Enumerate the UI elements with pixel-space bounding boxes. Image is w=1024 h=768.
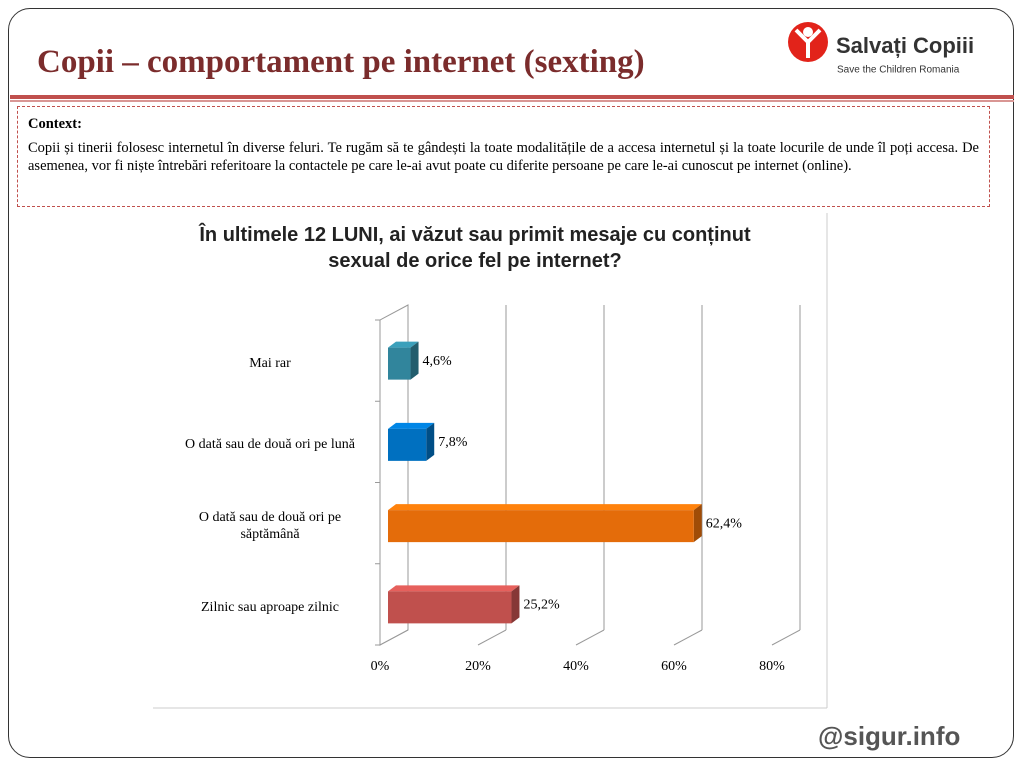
grid-line: [575, 629, 605, 646]
logo-subtitle: Save the Children Romania: [837, 65, 960, 76]
value-label: 4,6%: [423, 354, 453, 369]
footer-logo: @sigur.info: [818, 721, 960, 751]
value-label: 25,2%: [523, 598, 560, 613]
bar-end: [426, 422, 435, 461]
bar: [388, 591, 512, 624]
salvati-logo: Salvați Copiii Save the Children Romania: [788, 22, 974, 76]
grid-line: [771, 629, 801, 646]
value-label: 62,4%: [706, 516, 743, 531]
bar-end: [410, 341, 419, 380]
y-tick-label: O dată sau de două ori pe săptămână: [198, 510, 342, 543]
x-tick-label: 40%: [563, 659, 589, 674]
logo-figure: [803, 27, 813, 37]
y-tick-label: O dată sau de două ori pe lună: [185, 437, 355, 453]
y-tick-label: Zilnic sau aproape zilnic: [201, 599, 339, 615]
context-text: Copii și tinerii folosesc internetul în …: [28, 140, 979, 174]
bar: [388, 347, 411, 380]
bar-end: [693, 504, 702, 543]
grid-line: [379, 629, 409, 646]
logo-name: Salvați Copiii: [836, 33, 974, 58]
title-rule: [10, 95, 1014, 99]
bar-top: [388, 422, 435, 429]
x-tick-label: 0%: [371, 659, 390, 674]
context-label: Context:: [28, 116, 82, 132]
context-box: Context: Copii și tinerii folosesc inter…: [17, 106, 990, 207]
title-rule-thin: [10, 100, 1014, 102]
bar: [388, 428, 427, 461]
logo-figure: [794, 28, 822, 58]
y-tick-label: Mai rar: [249, 356, 291, 372]
bar-top: [388, 585, 520, 592]
slide-title: Copii – comportament pe internet (sextin…: [37, 44, 645, 80]
bar-top: [388, 341, 419, 348]
bar: [388, 510, 694, 543]
x-tick-label: 80%: [759, 659, 785, 674]
chart-title: În ultimele 12 LUNI, ai văzut sau primit…: [199, 224, 751, 272]
grid-line: [477, 629, 507, 646]
grid-line: [673, 629, 703, 646]
slide-frame: [8, 8, 1014, 758]
x-tick-label: 20%: [465, 659, 491, 674]
bar-top: [388, 504, 702, 511]
value-label: 7,8%: [438, 435, 468, 450]
bar-end: [511, 585, 520, 624]
x-tick-label: 60%: [661, 659, 687, 674]
